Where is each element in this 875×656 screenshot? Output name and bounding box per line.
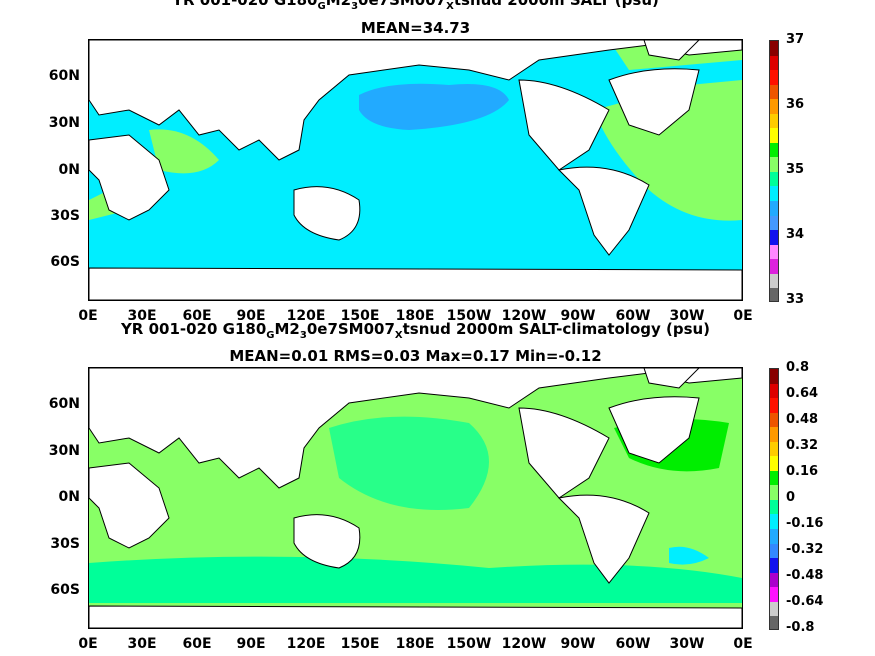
colorbar-swatch [770,427,778,442]
lon-label: 60W [615,636,651,652]
colorbar-label: 0 [786,490,796,505]
colorbar-swatch [770,441,778,457]
colorbar-swatch [770,84,778,100]
colorbar-swatch [770,273,778,289]
colorbar-label: -0.8 [786,620,815,635]
colorbar-swatch [770,113,778,129]
colorbar-label: 0.64 [786,386,819,401]
lat-label: 60S [50,582,80,598]
colorbar-swatch [770,514,778,530]
colorbar-swatch [770,412,778,428]
colorbar-swatch [770,99,778,114]
colorbar-swatch [770,529,778,544]
colorbar-swatch [770,616,778,629]
colorbar-swatch [770,259,778,274]
lat-label: 30N [48,443,80,459]
colorbar-swatch [770,186,778,202]
lon-label: 120E [286,308,326,324]
lon-label: 90E [236,636,266,652]
colorbar-label: 0.8 [786,360,810,375]
lon-label: 60W [615,308,651,324]
colorbar-swatch [770,572,778,588]
colorbar [769,368,779,630]
colorbar-swatch [770,456,778,471]
lon-label: 180E [395,636,435,652]
map-title: YR 001-020 G180GM230e7SM007Xtsnud 2000m … [120,320,711,341]
colorbar-swatch [770,41,778,56]
lon-label: 30E [127,636,157,652]
colorbar-label: 0.16 [786,464,819,479]
colorbar-swatch [770,55,778,71]
colorbar-swatch [770,230,778,245]
colorbar-swatch [770,587,778,602]
colorbar-swatch [770,543,778,559]
lat-label: 30S [50,536,80,552]
lon-label: 120W [501,636,547,652]
lon-label: 180E [395,308,435,324]
colorbar-swatch [770,470,778,486]
colorbar-swatch [770,288,778,301]
colorbar-label: 33 [786,292,805,307]
lon-label: 90E [236,308,266,324]
colorbar-label: 34 [786,227,805,242]
lat-label: 30N [48,115,80,131]
colorbar-swatch [770,485,778,500]
colorbar-swatch [770,70,778,85]
lon-label: 30W [669,636,705,652]
lat-label: 0N [58,162,80,178]
lon-label: 30E [127,308,157,324]
colorbar-swatch [770,171,778,187]
lon-label: 60E [182,636,212,652]
lon-label: 150E [340,636,380,652]
lon-label: 90W [560,636,596,652]
lon-label: 150W [446,636,492,652]
colorbar-swatch [770,142,778,158]
lon-label: 30W [669,308,705,324]
colorbar-label: -0.16 [786,516,824,531]
lon-label: 0E [733,308,753,324]
salinity-anomaly-map [88,367,743,629]
lon-label: 0E [78,308,98,324]
panel-salinity: YR 001-020 G180GM230e7SM007Xtsnud 2000m … [48,0,805,324]
lon-label: 0E [733,636,753,652]
colorbar-swatch [770,558,778,573]
lat-label: 0N [58,489,80,505]
lon-label: 60E [182,308,212,324]
colorbar-swatch [770,398,778,413]
lon-label: 150W [446,308,492,324]
map-subtitle: MEAN=0.01 RMS=0.03 Max=0.17 Min=-0.12 [229,347,602,365]
colorbar-label: -0.64 [786,594,824,609]
lat-label: 60N [48,396,80,412]
colorbar-label: 37 [786,32,805,47]
colorbar-label: 35 [786,162,805,177]
colorbar-label: -0.48 [786,568,824,583]
colorbar-label: -0.32 [786,542,824,557]
colorbar [769,40,779,302]
colorbar-label: 0.32 [786,438,819,453]
lat-label: 60N [48,68,80,84]
colorbar-swatch [770,128,778,143]
colorbar-swatch [770,201,778,216]
map-subtitle: MEAN=34.73 [360,19,471,37]
colorbar-swatch [770,369,778,384]
colorbar-swatch [770,383,778,399]
colorbar-label: 36 [786,97,805,112]
colorbar-swatch [770,215,778,231]
colorbar-label: 0.48 [786,412,819,427]
colorbar-swatch [770,499,778,515]
lat-label: 30S [50,208,80,224]
lon-label: 120W [501,308,547,324]
lon-label: 120E [286,636,326,652]
lon-label: 90W [560,308,596,324]
colorbar-swatch [770,157,778,172]
map-title: YR 001-020 G180GM230e7SM007Xtsnud 2000m … [172,0,659,12]
colorbar-swatch [770,601,778,617]
lon-label: 150E [340,308,380,324]
salinity-map [88,39,743,301]
lon-label: 0E [78,636,98,652]
lat-label: 60S [50,254,80,270]
colorbar-swatch [770,244,778,260]
